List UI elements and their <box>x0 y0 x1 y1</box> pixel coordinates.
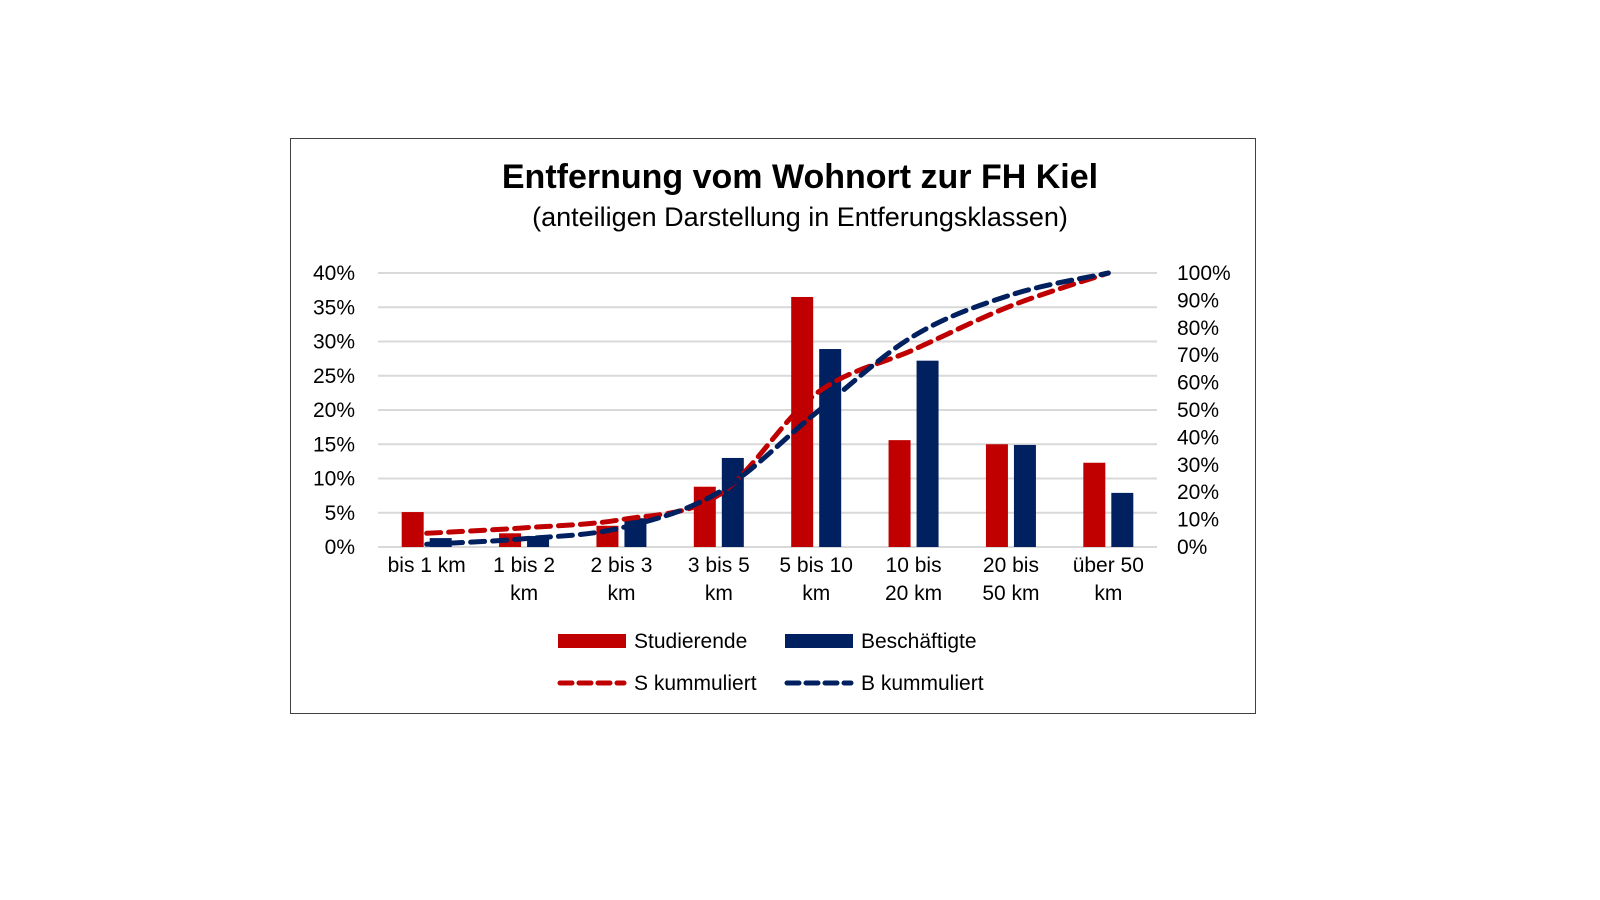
y-left-tick-label: 40% <box>313 262 355 285</box>
y-left-tick-label: 20% <box>313 399 355 422</box>
x-tick-label: 5 bis 10 <box>779 554 853 577</box>
bar-beschäftigte <box>916 360 939 547</box>
y-left-tick-label: 0% <box>325 536 355 559</box>
x-tick-label: 3 bis 5 <box>688 554 750 577</box>
bar-studierende <box>1083 462 1106 547</box>
bar-studierende <box>499 533 522 547</box>
bar-studierende <box>401 512 424 547</box>
y-right-tick-label: 70% <box>1177 344 1219 367</box>
y-right-tick-label: 20% <box>1177 481 1219 504</box>
legend-label: Studierende <box>634 630 747 653</box>
x-tick-label: bis 1 km <box>388 554 466 577</box>
y-right-tick-label: 30% <box>1177 454 1219 477</box>
y-right-tick-label: 0% <box>1177 536 1207 559</box>
x-tick-label: km <box>1094 582 1122 605</box>
legend-label: S kummuliert <box>634 672 757 695</box>
x-tick-label: 50 km <box>982 582 1039 605</box>
legend-label: Beschäftigte <box>861 630 977 653</box>
y-right-tick-label: 10% <box>1177 509 1219 532</box>
x-tick-label: 1 bis 2 <box>493 554 555 577</box>
y-right-tick-label: 90% <box>1177 289 1219 312</box>
bar-studierende <box>888 440 911 547</box>
line-b-kummuliert <box>424 270 1111 547</box>
legend-label: B kummuliert <box>861 672 984 695</box>
x-tick-label: 2 bis 3 <box>591 554 653 577</box>
x-tick-label: km <box>510 582 538 605</box>
x-tick-label: km <box>802 582 830 605</box>
bar-beschäftigte <box>1111 492 1134 547</box>
x-tick-label: 20 km <box>885 582 942 605</box>
y-left-tick-label: 35% <box>313 296 355 319</box>
y-left-tick-label: 30% <box>313 331 355 354</box>
chart-title: Entfernung vom Wohnort zur FH Kiel <box>501 158 1099 196</box>
y-left-tick-label: 15% <box>313 433 355 456</box>
bar-studierende <box>985 444 1008 547</box>
legend-swatch <box>785 634 853 648</box>
x-tick-label: über 50 <box>1073 554 1144 577</box>
y-left-tick-label: 10% <box>313 468 355 491</box>
line-s-kummuliert <box>424 270 1111 536</box>
y-right-tick-label: 40% <box>1177 426 1219 449</box>
y-right-tick-label: 60% <box>1177 372 1219 395</box>
y-left-tick-label: 5% <box>325 502 355 525</box>
x-tick-label: 20 bis <box>983 554 1039 577</box>
x-tick-label: km <box>705 582 733 605</box>
y-right-tick-label: 100% <box>1177 262 1231 285</box>
legend-swatch <box>558 634 626 648</box>
bar-beschäftigte <box>527 536 550 547</box>
x-tick-label: km <box>607 582 635 605</box>
chart-frame <box>290 138 1256 714</box>
bar-beschäftigte <box>1013 444 1036 547</box>
bar-beschäftigte <box>721 457 744 547</box>
y-left-tick-label: 25% <box>313 365 355 388</box>
chart-subtitle: (anteiligen Darstellung in Entferungskla… <box>532 202 1068 232</box>
y-right-tick-label: 50% <box>1177 399 1219 422</box>
x-tick-label: 10 bis <box>886 554 942 577</box>
y-right-tick-label: 80% <box>1177 317 1219 340</box>
